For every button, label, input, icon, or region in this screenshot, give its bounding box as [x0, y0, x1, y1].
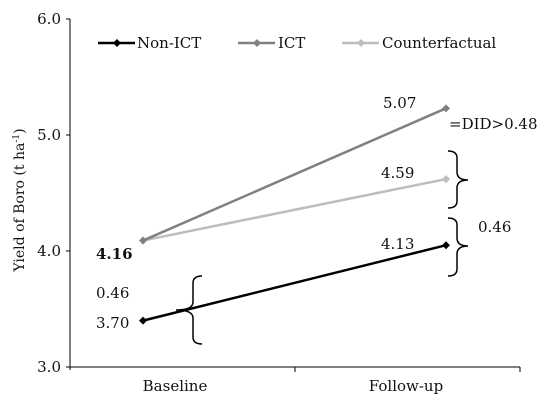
y-tick-label: 5.0: [37, 126, 61, 144]
x-tick-label-baseline: Baseline: [143, 377, 208, 395]
series-layer: [139, 104, 450, 325]
legend-label-non-ict: Non-ICT: [137, 34, 201, 52]
legend: Non-ICT ICT Counterfactual: [98, 34, 496, 52]
y-tick-label: 4.0: [37, 242, 61, 260]
data-label-ict-baseline: 4.16: [96, 245, 133, 263]
series-line-ict: [142, 107, 447, 242]
y-tick-label: 3.0: [37, 358, 61, 376]
data-label-ict-follow-up: 5.07: [383, 94, 416, 112]
legend-label-ict: ICT: [278, 34, 305, 52]
bracket-baseline-gap: [175, 275, 203, 345]
annotation-followup-gap: 0.46: [478, 218, 511, 236]
data-point-ict: [139, 236, 147, 245]
y-axis-label: Yield of Boro (t ha-1): [12, 128, 28, 272]
legend-marker-non-ict: [113, 39, 121, 47]
data-point-ict: [442, 104, 450, 113]
bracket-did: [447, 150, 469, 209]
series-line-non-ict: [142, 243, 447, 322]
y-ticks: 3.0 4.0 5.0 6.0: [37, 10, 70, 376]
legend-label-counterfactual: Counterfactual: [382, 34, 496, 52]
data-point-non-ict: [442, 241, 450, 250]
bracket-followup-gap: [447, 217, 469, 277]
legend-marker-counterfactual: [357, 39, 365, 47]
legend-marker-ict: [253, 39, 261, 47]
y-tick-label: 6.0: [37, 10, 61, 28]
data-point-non-ict: [139, 316, 147, 325]
data-label-non-ict-follow-up: 4.13: [381, 235, 414, 253]
data-label-non-ict-baseline: 3.70: [96, 314, 129, 332]
series-line-counterfactual: [142, 177, 447, 242]
data-point-counterfactual: [442, 175, 450, 184]
annotation-did: =DID>0.48: [449, 115, 538, 133]
data-label-counterfactual-follow-up: 4.59: [381, 164, 414, 182]
x-tick-label-follow-up: Follow-up: [369, 377, 443, 395]
annotation-baseline-gap: 0.46: [96, 284, 129, 302]
